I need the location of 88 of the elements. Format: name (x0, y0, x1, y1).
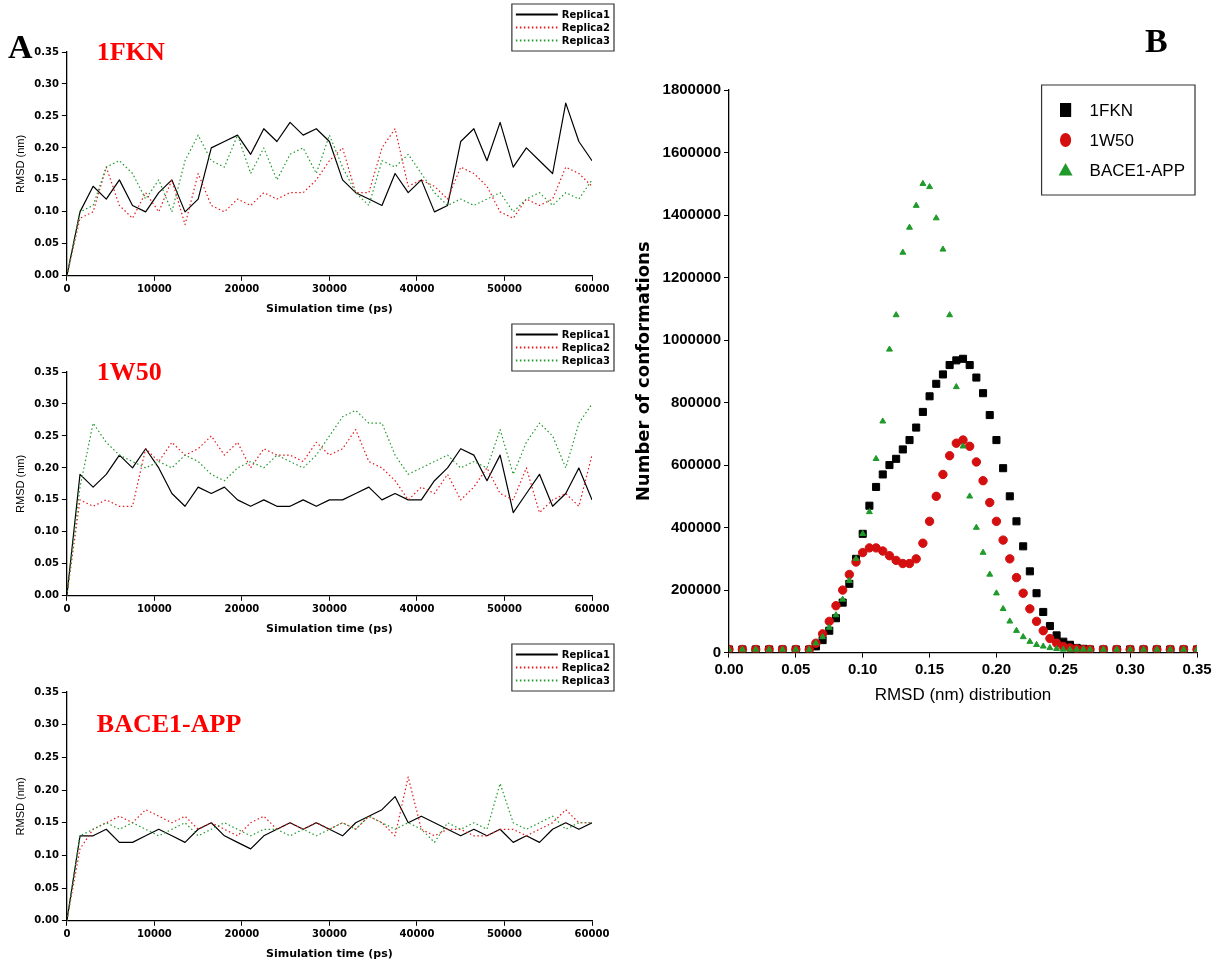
x-tick-label: 30000 (312, 603, 347, 615)
legend-label: Replica1 (561, 649, 611, 661)
x-axis-title: RMSD (nm) distribution (874, 685, 1052, 705)
y-tick-label: 200000 (670, 580, 721, 598)
y-tick-label: 0.25 (34, 109, 59, 121)
x-tick-label: 20000 (224, 603, 260, 615)
y-tick-label: 1600000 (662, 142, 721, 160)
x-tick-label: 10000 (137, 283, 172, 295)
y-tick-label: 0.20 (34, 141, 59, 153)
y-tick-label: 0.10 (34, 849, 59, 861)
x-tick-label: 40000 (399, 603, 435, 615)
y-tick-label: 0 (712, 642, 721, 660)
legend-label: 1FKN (1089, 100, 1134, 120)
legend-label: Replica1 (561, 9, 611, 21)
y-axis-title: RMSD (nm) (13, 134, 26, 193)
legend-label: BACE1-APP (1089, 160, 1186, 180)
x-tick-label: 0 (63, 928, 71, 940)
y-tick-label: 400000 (670, 517, 721, 535)
x-axis-title: Simulation time (ps) (266, 622, 393, 636)
y-axis-title: RMSD (nm) (13, 777, 26, 836)
y-axis-title: Number of conformations (632, 241, 654, 502)
x-tick-label: 40000 (399, 928, 435, 940)
y-tick-label: 1200000 (662, 267, 721, 285)
x-tick-label: 0 (63, 283, 71, 295)
y-tick-label: 1000000 (662, 330, 721, 348)
y-tick-label: 0.35 (34, 365, 59, 377)
y-tick-label: 0.10 (34, 525, 59, 537)
y-tick-label: 0.15 (34, 816, 59, 828)
y-tick-label: 1800000 (662, 80, 721, 98)
x-tick-label: 0.00 (714, 659, 744, 677)
y-tick-label: 0.30 (34, 77, 59, 89)
chart-title: 1W50 (96, 357, 162, 386)
x-tick-label: 20000 (224, 928, 260, 940)
legend-label: Replica3 (561, 35, 611, 47)
y-tick-label: 0.25 (34, 429, 59, 441)
y-tick-label: 0.00 (34, 914, 59, 926)
x-tick-label: 0.10 (848, 659, 878, 677)
x-tick-label: 0.15 (914, 659, 945, 677)
x-tick-label: 30000 (312, 928, 347, 940)
legend-label: Replica1 (561, 329, 611, 341)
legend-label: Replica2 (561, 342, 611, 354)
y-tick-label: 0.30 (34, 397, 59, 409)
y-tick-label: 0.25 (34, 750, 59, 762)
x-tick-label: 50000 (487, 928, 522, 940)
y-tick-label: 0.30 (34, 718, 59, 730)
x-tick-label: 0.05 (781, 659, 811, 677)
y-axis-title: RMSD (nm) (13, 454, 26, 513)
legend-label: Replica2 (561, 662, 611, 674)
y-tick-label: 0.05 (34, 557, 59, 569)
y-tick-label: 800000 (670, 392, 721, 410)
y-tick-label: 0.35 (34, 685, 59, 697)
legend-label: Replica2 (561, 22, 611, 34)
legend-label: Replica3 (561, 355, 611, 367)
x-tick-label: 50000 (487, 283, 522, 295)
x-tick-label: 10000 (137, 928, 172, 940)
x-tick-label: 60000 (574, 283, 610, 295)
text: B (1145, 22, 1168, 60)
x-tick-label: 0.30 (1115, 659, 1145, 677)
y-tick-label: 600000 (670, 455, 721, 473)
y-tick-label: 0.15 (34, 493, 59, 505)
x-tick-label: 20000 (224, 283, 260, 295)
x-tick-label: 30000 (312, 283, 347, 295)
text: A (8, 28, 33, 66)
y-tick-label: 0.10 (34, 205, 59, 217)
y-tick-label: 0.00 (34, 589, 59, 601)
x-tick-label: 0 (63, 603, 71, 615)
x-axis-title: Simulation time (ps) (266, 302, 393, 316)
x-tick-label: 0.20 (981, 659, 1012, 677)
x-tick-label: 0.25 (1048, 659, 1078, 677)
x-tick-label: 40000 (399, 283, 435, 295)
x-axis-title: Simulation time (ps) (266, 947, 393, 961)
y-tick-label: 0.00 (34, 269, 59, 281)
y-tick-label: 0.20 (34, 783, 59, 795)
x-tick-label: 60000 (574, 928, 610, 940)
x-tick-label: 10000 (137, 603, 172, 615)
y-tick-label: 0.05 (34, 237, 59, 249)
legend-label: Replica3 (561, 675, 611, 687)
y-tick-label: 1400000 (662, 205, 721, 223)
x-tick-label: 0.35 (1182, 659, 1212, 677)
x-tick-label: 60000 (574, 603, 610, 615)
y-tick-label: 0.35 (34, 45, 59, 57)
chart-title: 1FKN (96, 37, 165, 66)
y-tick-label: 0.20 (34, 461, 59, 473)
y-tick-label: 0.05 (34, 881, 59, 893)
x-tick-label: 50000 (487, 603, 522, 615)
legend-label: 1W50 (1089, 130, 1134, 150)
text: BACE1-APP (96, 709, 242, 738)
y-tick-label: 0.15 (34, 173, 59, 185)
